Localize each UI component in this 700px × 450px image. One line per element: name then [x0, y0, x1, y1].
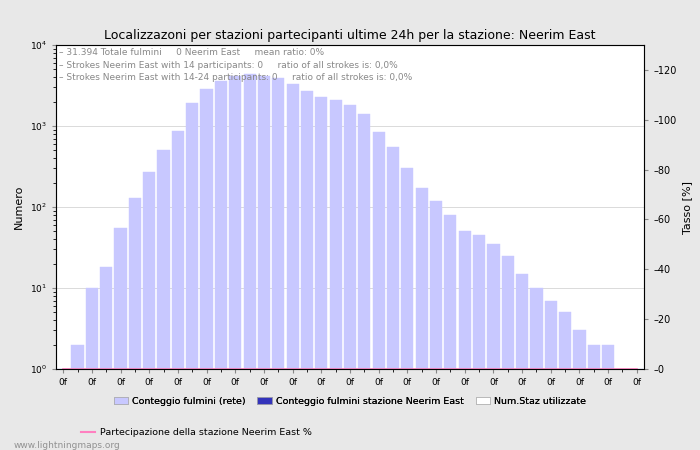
Bar [186, 104, 198, 450]
Bar [372, 132, 385, 450]
Bar [301, 91, 313, 450]
Bar [631, 369, 643, 450]
Legend: Partecipazione della stazione Neerim East %: Partecipazione della stazione Neerim Eas… [77, 424, 315, 441]
Text: – 31.394 Totale fulmini     0 Neerim East     mean ratio: 0%
– Strokes Neerim Ea: – 31.394 Totale fulmini 0 Neerim East me… [59, 48, 412, 82]
Bar [114, 228, 127, 450]
Bar [344, 105, 356, 450]
Bar [358, 114, 370, 450]
Bar [573, 330, 586, 450]
Bar [229, 76, 241, 450]
Bar [531, 288, 542, 450]
Bar [158, 150, 169, 450]
Bar [315, 97, 328, 450]
Bar [473, 235, 485, 450]
Bar [286, 84, 299, 450]
Y-axis label: Numero: Numero [14, 185, 24, 229]
Bar [559, 312, 571, 450]
Bar [215, 81, 227, 450]
Bar [244, 74, 256, 450]
Title: Localizzazoni per stazioni partecipanti ultime 24h per la stazione: Neerim East: Localizzazoni per stazioni partecipanti … [104, 29, 596, 42]
Bar [100, 267, 112, 450]
Text: www.lightningmaps.org: www.lightningmaps.org [14, 441, 120, 450]
Bar [602, 345, 614, 450]
Bar [129, 198, 141, 450]
Bar [588, 345, 600, 450]
Bar [200, 89, 213, 450]
Bar [330, 100, 342, 450]
Bar [387, 147, 399, 450]
Bar [444, 215, 456, 450]
Bar [401, 168, 414, 450]
Bar [71, 345, 83, 450]
Bar [416, 189, 428, 450]
Bar [487, 244, 500, 450]
Y-axis label: Tasso [%]: Tasso [%] [682, 180, 692, 234]
Legend: Conteggio fulmini (rete), Conteggio fulmini stazione Neerim East, Num.Staz utili: Conteggio fulmini (rete), Conteggio fulm… [110, 393, 590, 410]
Bar [617, 369, 629, 450]
Bar [86, 288, 98, 450]
Bar [458, 231, 471, 450]
Bar [502, 256, 514, 450]
Bar [172, 131, 184, 450]
Bar [272, 78, 284, 450]
Bar [57, 369, 69, 450]
Bar [143, 172, 155, 450]
Bar [545, 301, 557, 450]
Bar [258, 76, 270, 450]
Bar [430, 201, 442, 450]
Bar [516, 274, 528, 450]
